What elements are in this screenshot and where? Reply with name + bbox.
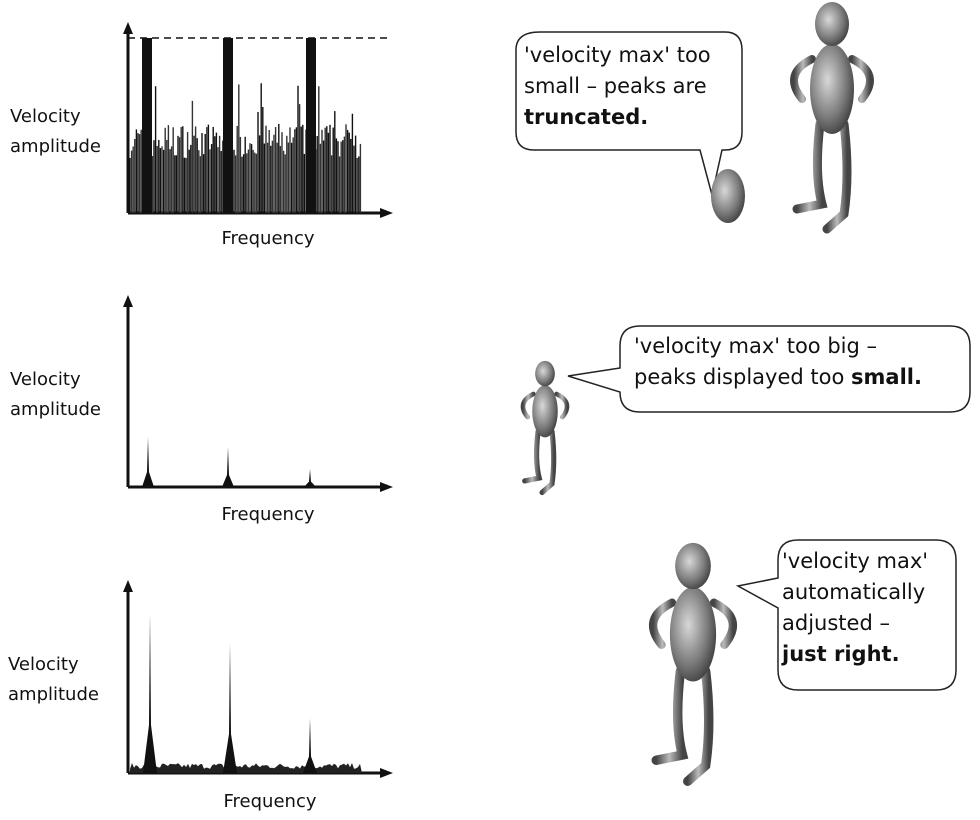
figure-head bbox=[815, 2, 849, 46]
speech-bubble bbox=[567, 325, 971, 413]
axis-arrow bbox=[380, 768, 393, 778]
label-line: Velocity bbox=[10, 106, 81, 127]
figure-limb bbox=[790, 55, 816, 103]
figure-head bbox=[675, 542, 711, 590]
spectrum-peak bbox=[142, 437, 154, 487]
label-line: Velocity bbox=[10, 369, 81, 390]
figure-limb bbox=[683, 666, 714, 786]
speech-emphasis: just right. bbox=[782, 642, 900, 666]
y-axis-label: Velocity amplitude bbox=[8, 650, 99, 710]
speech-line: 'velocity max' too bbox=[524, 43, 711, 67]
spectrum-peak bbox=[304, 469, 316, 487]
axis-arrow bbox=[123, 295, 133, 307]
figure-limb bbox=[848, 55, 874, 103]
figure-limb bbox=[522, 428, 543, 484]
speech-line: 'velocity max' bbox=[782, 549, 929, 573]
speech-text: 'velocity max' too big – peaks displayed … bbox=[634, 331, 922, 393]
noise-floor bbox=[130, 763, 362, 773]
spectrum-peak bbox=[306, 38, 316, 213]
speech-text: 'velocity max' automatically adjusted – jus… bbox=[782, 546, 928, 670]
x-axis-label: Frequency bbox=[221, 504, 315, 525]
speech-bubble bbox=[515, 31, 743, 196]
figure-limb bbox=[822, 119, 852, 234]
figure-limb bbox=[554, 391, 570, 420]
figure-head bbox=[711, 169, 745, 223]
spectra bbox=[123, 22, 393, 778]
spectrum-peak bbox=[223, 38, 233, 213]
label-line: amplitude bbox=[10, 399, 101, 420]
figure-body bbox=[810, 44, 854, 134]
label-line: amplitude bbox=[8, 684, 99, 705]
speech-text: 'velocity max' too small – peaks are trunc… bbox=[524, 40, 711, 133]
figure-limb bbox=[539, 428, 557, 496]
speech-line: automatically bbox=[782, 580, 926, 604]
speech-bubble bbox=[735, 539, 957, 691]
y-axis-label: Velocity amplitude bbox=[10, 365, 101, 425]
speech-emphasis: small. bbox=[851, 365, 922, 389]
label-line: Velocity bbox=[8, 654, 79, 675]
axis-arrow bbox=[380, 208, 393, 218]
speech-line: small – peaks are bbox=[524, 74, 707, 98]
label-line: amplitude bbox=[10, 136, 101, 157]
figure-limb bbox=[520, 391, 536, 420]
spectrum-peak bbox=[223, 643, 237, 773]
x-axis-label: Frequency bbox=[221, 228, 315, 249]
speech-line: adjusted – bbox=[782, 611, 890, 635]
spectrum-peak bbox=[303, 718, 317, 773]
axis-arrow bbox=[123, 22, 133, 34]
speech-emphasis: truncated. bbox=[524, 105, 649, 129]
axis-arrow bbox=[123, 580, 133, 592]
figure-limb bbox=[648, 598, 677, 649]
figure-head bbox=[535, 360, 555, 387]
axis-arrow bbox=[380, 482, 393, 492]
figure-limb bbox=[709, 598, 738, 649]
figure-body bbox=[669, 587, 717, 682]
spectrum-peak bbox=[222, 447, 234, 487]
y-axis-label: Velocity amplitude bbox=[10, 102, 101, 162]
figure-body bbox=[532, 385, 558, 438]
spectrum-peak bbox=[143, 613, 157, 773]
figure-limb bbox=[792, 119, 828, 214]
speech-line: 'velocity max' too big – bbox=[634, 334, 877, 358]
x-axis-label: Frequency bbox=[223, 791, 317, 812]
spectrum-peak bbox=[142, 38, 152, 213]
speech-line: peaks displayed too bbox=[634, 365, 845, 389]
figure-limb bbox=[651, 666, 689, 765]
